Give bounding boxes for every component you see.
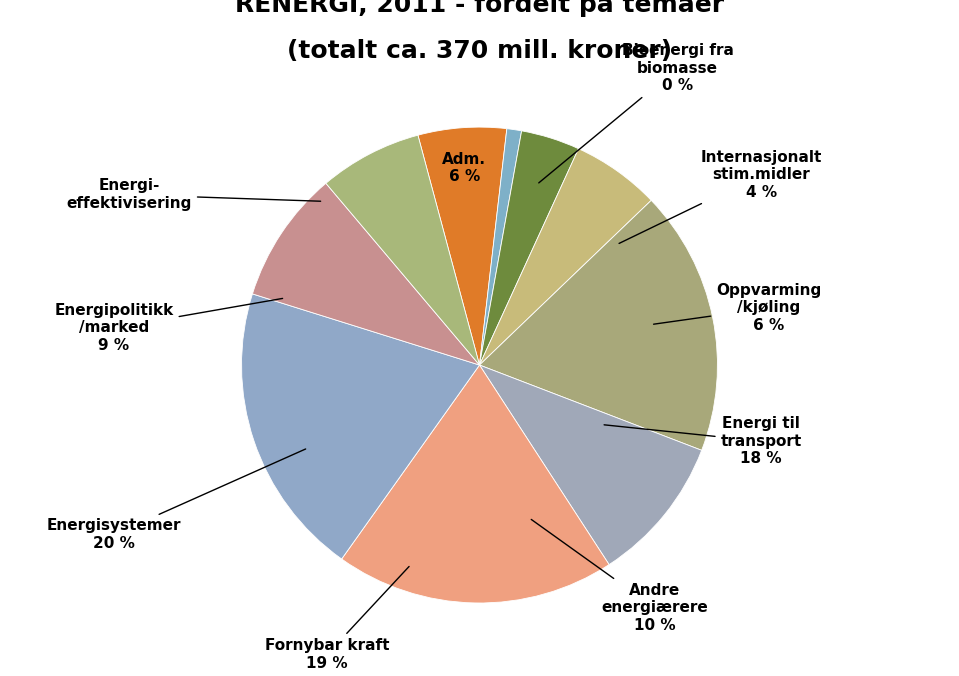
Wedge shape [480,200,717,450]
Wedge shape [341,365,609,603]
Text: Energi-
effektivisering: Energi- effektivisering [66,178,320,211]
Wedge shape [480,149,651,365]
Wedge shape [242,294,480,559]
Text: Bioenergi fra
biomasse
0 %: Bioenergi fra biomasse 0 % [539,43,734,183]
Text: Energisystemer
20 %: Energisystemer 20 % [47,449,306,551]
Wedge shape [418,127,507,365]
Wedge shape [326,135,480,365]
Wedge shape [480,131,578,365]
Text: Fornybar kraft
19 %: Fornybar kraft 19 % [265,566,409,671]
Wedge shape [480,128,522,365]
Text: Oppvarming
/kjøling
6 %: Oppvarming /kjøling 6 % [654,283,822,333]
Text: Andre
energiærere
10 %: Andre energiærere 10 % [531,519,708,633]
Text: RENERGI, 2011 - fordelt på temaer: RENERGI, 2011 - fordelt på temaer [235,0,724,18]
Text: (totalt ca. 370 mill. kroner): (totalt ca. 370 mill. kroner) [287,39,672,63]
Text: Adm.
6 %: Adm. 6 % [442,152,486,185]
Text: Forskningsrådet: Forskningsrådet [67,19,232,39]
Text: Energi til
transport
18 %: Energi til transport 18 % [604,416,802,466]
Text: Energipolitikk
/marked
9 %: Energipolitikk /marked 9 % [55,298,283,353]
Wedge shape [480,365,702,564]
Text: Internasjonalt
stim.midler
4 %: Internasjonalt stim.midler 4 % [620,150,822,243]
Wedge shape [252,183,480,365]
